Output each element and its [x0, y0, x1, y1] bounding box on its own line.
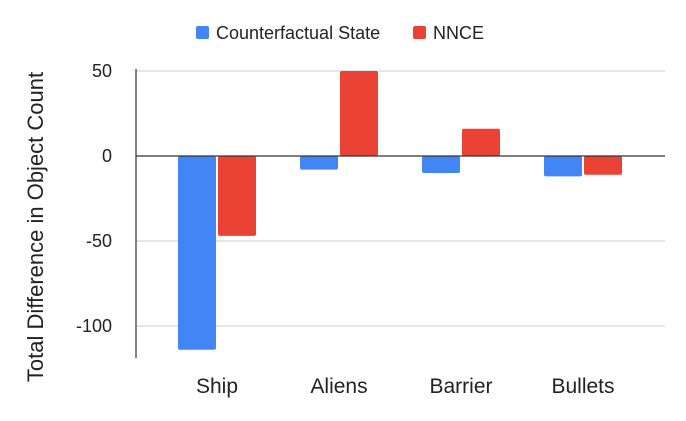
- bar-aliens-nnce: [340, 71, 378, 156]
- bar-aliens-counterfactual-state: [300, 156, 338, 170]
- y-axis-ticks: 50 0 -50 -100: [76, 61, 112, 336]
- y-tick-label: -50: [86, 231, 112, 251]
- legend: Counterfactual State NNCE: [196, 23, 484, 43]
- x-axis-categories: Ship Aliens Barrier Bullets: [196, 375, 615, 398]
- bar-barrier-counterfactual-state: [422, 156, 460, 173]
- bar-barrier-nnce: [462, 128, 500, 156]
- bar-bullets-counterfactual-state: [544, 156, 582, 177]
- y-tick-label: -100: [76, 316, 112, 336]
- y-tick-label: 0: [102, 146, 112, 166]
- bar-ship-counterfactual-state: [178, 156, 216, 350]
- legend-swatch: [413, 26, 426, 39]
- bars: [178, 71, 622, 350]
- x-category-label: Ship: [196, 375, 238, 398]
- legend-swatch: [196, 26, 209, 39]
- bar-ship-nnce: [218, 156, 256, 236]
- x-category-label: Bullets: [551, 375, 614, 398]
- x-category-label: Aliens: [310, 375, 367, 398]
- y-tick-label: 50: [92, 61, 112, 81]
- y-axis-title: Total Difference in Object Count: [23, 72, 48, 382]
- legend-label: NNCE: [433, 23, 484, 43]
- gridlines: [136, 70, 665, 327]
- legend-label: Counterfactual State: [216, 23, 380, 43]
- bar-bullets-nnce: [584, 156, 622, 175]
- x-category-label: Barrier: [429, 375, 492, 398]
